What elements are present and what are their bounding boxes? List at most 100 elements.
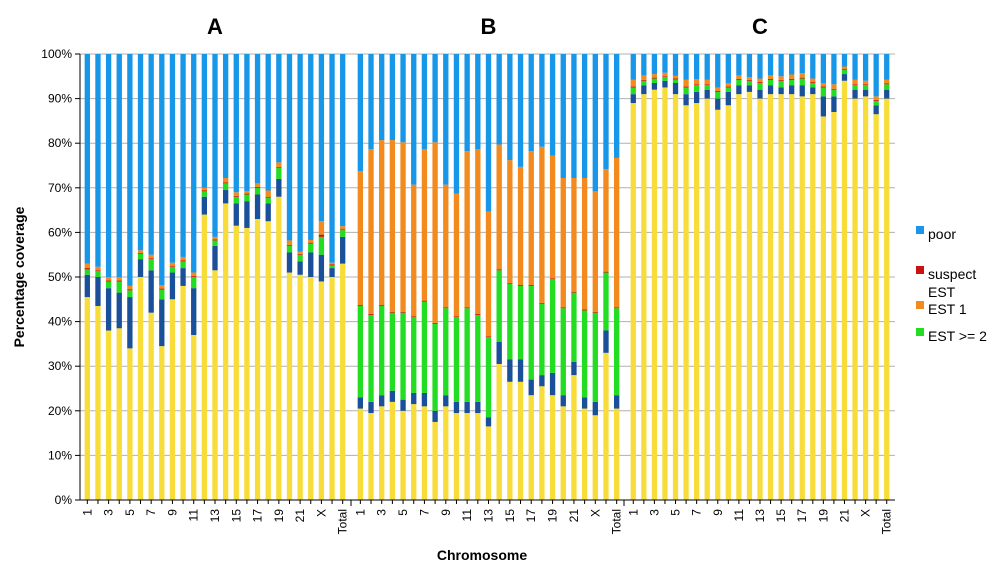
bar-segment [340,226,346,230]
bar-segment [873,96,879,100]
bar-segment [148,254,154,259]
bar-segment [852,98,858,500]
bar-segment [329,262,335,265]
bar-segment [736,78,742,80]
bar-segment [694,84,700,86]
bar-segment [746,79,753,81]
bar-segment [560,308,566,396]
bar-segment [496,144,502,270]
y-tick-label: 30% [48,359,72,373]
bar-segment [357,171,364,306]
bar-segment [421,301,428,393]
legend-label: poor [928,226,956,242]
bar-segment [379,140,385,306]
bar-segment [672,78,679,80]
bar-segment [507,160,513,283]
bar-segment-poor [549,54,556,156]
bar-segment [432,323,438,411]
bar-segment [105,280,112,282]
bar-segment [767,79,774,86]
x-tick-label: 3 [375,509,389,516]
bar-segment [496,363,502,500]
bar-segment [592,312,598,402]
bar-segment [411,317,417,393]
bar-segment-poor [340,54,346,227]
bar-segment [831,89,837,97]
bar-segment [389,311,396,313]
legend-label: EST [928,284,956,300]
bar-segment [725,105,731,500]
bar-segment-poor [127,54,133,286]
bar-segment [672,94,679,500]
bar-segment [571,361,577,376]
bar-segment [379,406,385,500]
bar-segment-poor [169,54,176,263]
bar-segment [475,148,481,315]
bar-segment [757,89,763,99]
bar-segment [116,280,122,282]
bar-segment-poor [603,54,609,170]
bar-segment [357,305,364,398]
bar-segment [84,263,90,269]
y-tick-label: 70% [48,181,72,195]
bar-segment [630,103,636,500]
bar-segment-poor [318,54,325,222]
bar-segment-poor [539,54,545,147]
bar-segment-poor [286,54,293,241]
bar-segment [233,195,239,197]
bar-segment [411,316,417,318]
bar-segment [694,91,700,104]
x-tick-label: 11 [732,509,746,522]
bar-segment-poor [592,54,598,192]
bar-segment [651,77,658,79]
bar-segment [265,203,271,222]
bar-segment [725,86,731,88]
bar-segment [453,317,460,402]
bar-segment [233,192,239,196]
bar-segment [411,184,417,317]
bar-segment [127,297,133,349]
bar-segment [169,299,176,500]
bar-segment [725,82,731,87]
bar-segment [581,397,588,409]
bar-segment [767,78,774,80]
bar-segment-poor [254,54,261,184]
bar-segment [715,91,721,92]
bar-segment-poor [767,54,774,76]
bar-segment [810,87,816,95]
bar-segment [873,105,879,115]
bar-segment [799,96,805,501]
bar-segment [475,413,481,500]
bar-segment-poor [746,54,753,78]
x-tick-label: 3 [647,509,661,516]
bar-segment [244,193,250,195]
bar-segment [233,203,239,226]
bar-segment [485,336,492,338]
bar-segment-poor [464,54,470,152]
bar-segment [116,277,122,281]
bar-segment-poor [662,54,668,73]
bar-segment [704,79,710,85]
bar-segment-poor [613,54,620,158]
bar-segment [852,84,858,86]
bar-segment [778,76,784,80]
bar-segment [539,303,545,376]
bar-segment [831,88,837,90]
bar-segment [757,78,763,83]
bar-segment [84,297,90,500]
bar-segment [95,266,101,271]
bar-segment [528,285,534,380]
bar-segment [496,270,502,342]
bar-segment-poor [201,54,208,188]
bar-segment [254,186,261,188]
bar-segment-poor [148,54,154,255]
bar-segment [276,196,282,500]
y-tick-label: 100% [41,47,72,61]
legend-item: EST >= 2 [916,328,987,344]
bar-segment [662,72,668,77]
bar-segment-poor [581,54,588,178]
bar-segment [683,87,689,95]
bar-segment [517,166,524,286]
bar-segment [308,243,314,253]
bar-segment [528,285,534,286]
